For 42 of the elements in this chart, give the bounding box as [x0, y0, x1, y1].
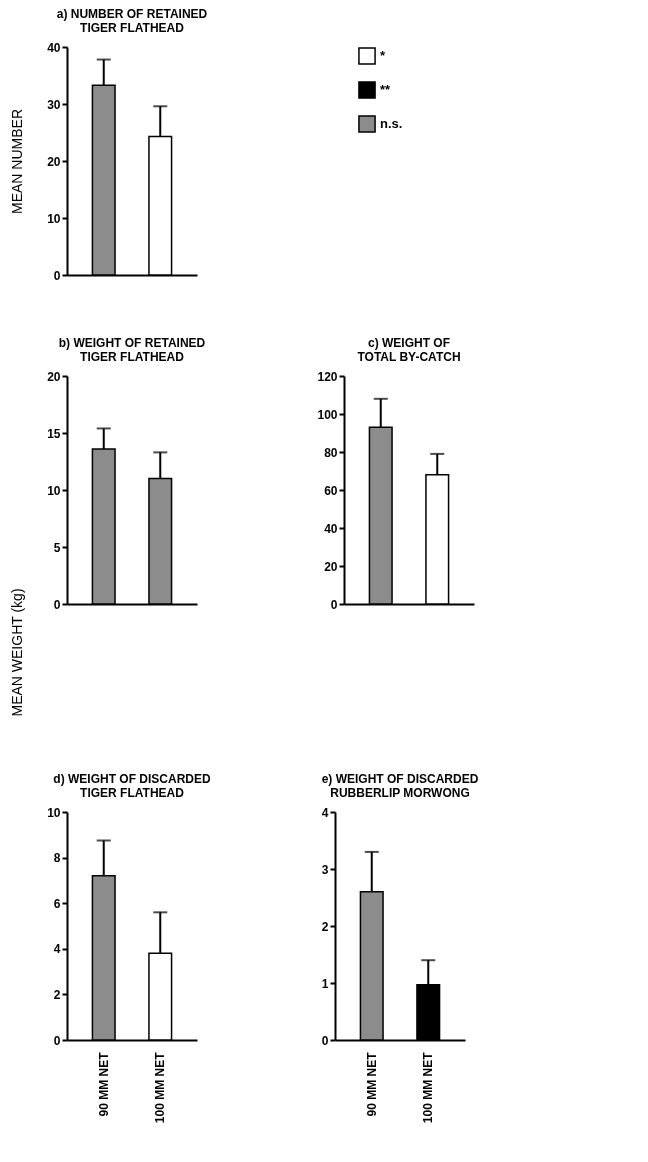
x-tick-label: 100 MM NET	[421, 1051, 436, 1124]
y-tick-label: 30	[47, 97, 61, 112]
legend-label: n.s.	[380, 116, 403, 131]
chart-title: a) NUMBER OF RETAINED TIGER FLATHEAD	[56, 7, 208, 35]
y-tick-label: 100	[317, 407, 338, 422]
y-tick-label: 80	[324, 445, 338, 460]
y-tick-label: 20	[47, 369, 61, 384]
y-tick-label: 0	[53, 597, 61, 612]
y-tick-label: 40	[324, 521, 338, 536]
chart-title: c) WEIGHT OF TOTAL BY-CATCH	[357, 336, 461, 364]
legend-label: **	[380, 82, 392, 97]
y-tick-label: 60	[324, 483, 338, 498]
y-tick-label: 120	[317, 369, 338, 384]
y-tick-label: 4	[53, 942, 61, 957]
y-tick-label: 10	[47, 805, 61, 820]
x-tick-label: 90 MM NET	[96, 1051, 111, 1117]
y-tick-label: 10	[47, 483, 61, 498]
y-tick-label: 0	[330, 597, 338, 612]
y-tick-label: 10	[47, 211, 61, 226]
legend-label: *	[380, 48, 386, 63]
y-tick-label: 2	[321, 919, 329, 934]
x-tick-label: 90 MM NET	[364, 1051, 379, 1117]
y-tick-label: 2	[53, 987, 61, 1002]
chart-title: e) WEIGHT OF DISCARDED RUBBERLIP MORWONG	[321, 772, 479, 800]
y-tick-label: 20	[324, 559, 338, 574]
y-tick-label: 0	[321, 1033, 329, 1048]
y-axis-title: MEAN WEIGHT (kg)	[9, 588, 26, 717]
y-tick-label: 0	[53, 1033, 61, 1048]
y-tick-label: 5	[53, 540, 61, 555]
y-tick-label: 20	[47, 154, 61, 169]
y-tick-label: 8	[53, 851, 61, 866]
y-tick-label: 15	[47, 426, 61, 441]
y-tick-label: 3	[321, 862, 329, 877]
x-tick-label: 100 MM NET	[153, 1051, 168, 1124]
y-tick-label: 6	[53, 896, 61, 911]
y-tick-label: 1	[321, 976, 329, 991]
chart-title: b) WEIGHT OF RETAINED TIGER FLATHEAD	[58, 336, 206, 364]
chart-title: d) WEIGHT OF DISCARDED TIGER FLATHEAD	[53, 772, 211, 800]
y-tick-label: 0	[53, 268, 61, 283]
y-tick-label: 4	[321, 805, 329, 820]
y-axis-title: MEAN NUMBER	[9, 108, 26, 215]
y-tick-label: 40	[47, 40, 61, 55]
